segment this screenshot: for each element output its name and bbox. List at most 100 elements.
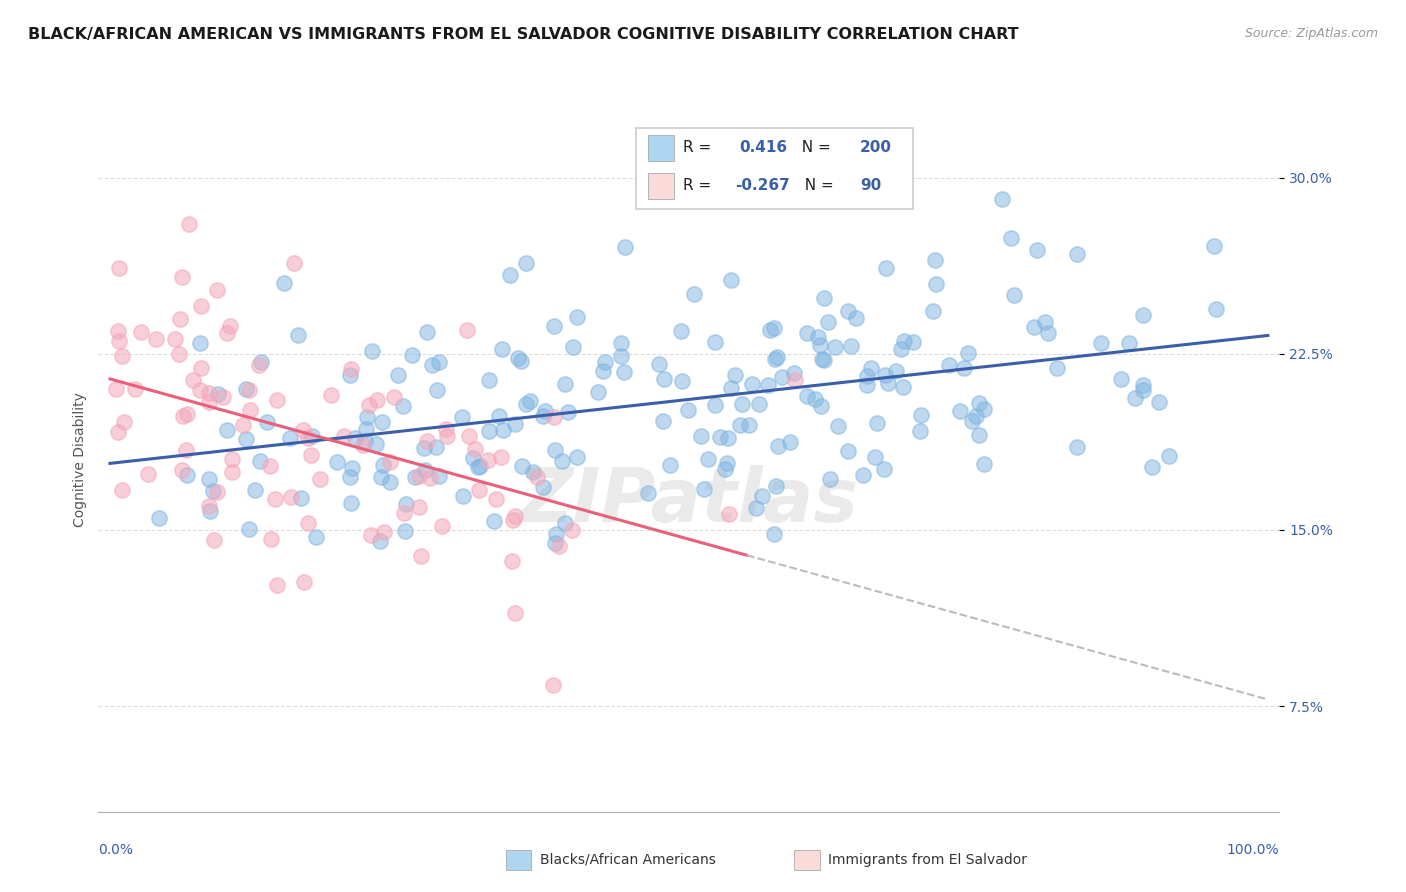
- Point: [717, 431, 740, 445]
- Point: [690, 428, 713, 442]
- Point: [264, 491, 287, 506]
- Point: [827, 419, 849, 434]
- Point: [198, 395, 221, 409]
- Point: [205, 485, 228, 500]
- Point: [891, 380, 914, 394]
- Point: [308, 472, 330, 486]
- Point: [266, 392, 288, 407]
- Point: [169, 312, 191, 326]
- Point: [1000, 231, 1022, 245]
- Point: [782, 367, 804, 381]
- Point: [1147, 395, 1170, 409]
- Point: [378, 475, 401, 489]
- Point: [492, 423, 515, 437]
- Point: [197, 385, 219, 400]
- Point: [283, 256, 305, 270]
- Point: [852, 467, 875, 482]
- Text: R =: R =: [683, 178, 716, 194]
- Point: [890, 342, 912, 356]
- Point: [380, 455, 402, 469]
- Point: [921, 303, 943, 318]
- Point: [181, 373, 204, 387]
- Point: [561, 523, 583, 537]
- Text: Immigrants from El Salvador: Immigrants from El Salvador: [828, 853, 1028, 867]
- Point: [613, 365, 636, 379]
- Point: [873, 368, 896, 382]
- Point: [938, 359, 960, 373]
- Point: [1033, 315, 1056, 329]
- Point: [339, 469, 361, 483]
- Point: [593, 355, 616, 369]
- Point: [291, 423, 314, 437]
- FancyBboxPatch shape: [648, 136, 673, 161]
- Point: [637, 486, 659, 500]
- Point: [546, 526, 568, 541]
- Point: [176, 467, 198, 482]
- Point: [873, 461, 896, 475]
- Point: [610, 336, 633, 351]
- Point: [366, 393, 388, 408]
- Point: [412, 441, 434, 455]
- Point: [411, 549, 433, 564]
- Point: [112, 415, 135, 429]
- Point: [512, 459, 534, 474]
- Point: [506, 351, 529, 365]
- Point: [167, 347, 190, 361]
- Point: [1022, 320, 1045, 334]
- Point: [903, 334, 925, 349]
- Point: [562, 340, 585, 354]
- Point: [875, 261, 897, 276]
- Point: [404, 470, 426, 484]
- Point: [949, 403, 972, 417]
- Point: [170, 270, 193, 285]
- Point: [697, 452, 720, 467]
- Point: [344, 431, 367, 445]
- Point: [392, 399, 415, 413]
- Point: [339, 496, 361, 510]
- Point: [557, 405, 579, 419]
- Point: [565, 310, 588, 324]
- Point: [287, 327, 309, 342]
- Point: [361, 343, 384, 358]
- Point: [188, 383, 211, 397]
- Point: [360, 528, 382, 542]
- Point: [356, 410, 378, 425]
- Point: [1204, 239, 1226, 253]
- Point: [456, 323, 478, 337]
- Point: [1109, 371, 1132, 385]
- Point: [973, 401, 995, 416]
- Point: [526, 469, 548, 483]
- Point: [107, 324, 129, 338]
- Point: [107, 261, 129, 276]
- Point: [515, 397, 537, 411]
- Point: [250, 354, 273, 368]
- Text: Source: ZipAtlas.com: Source: ZipAtlas.com: [1244, 27, 1378, 40]
- Point: [373, 525, 395, 540]
- Point: [763, 351, 786, 366]
- Point: [419, 471, 441, 485]
- Point: [366, 436, 388, 450]
- Point: [212, 390, 235, 404]
- Point: [554, 376, 576, 391]
- Point: [354, 434, 377, 449]
- Point: [505, 417, 527, 431]
- Point: [1132, 308, 1154, 322]
- Point: [1132, 384, 1154, 398]
- Point: [515, 256, 537, 270]
- Point: [371, 415, 394, 429]
- Point: [610, 349, 633, 363]
- Point: [865, 416, 887, 430]
- Point: [190, 361, 212, 376]
- Point: [531, 409, 554, 424]
- FancyBboxPatch shape: [636, 128, 914, 210]
- Point: [491, 342, 513, 356]
- Point: [280, 491, 302, 505]
- Point: [543, 318, 565, 333]
- Point: [960, 414, 983, 428]
- Point: [408, 468, 430, 483]
- Point: [501, 554, 523, 568]
- Point: [107, 425, 129, 440]
- Point: [478, 373, 501, 387]
- Point: [124, 382, 146, 396]
- Point: [198, 499, 221, 513]
